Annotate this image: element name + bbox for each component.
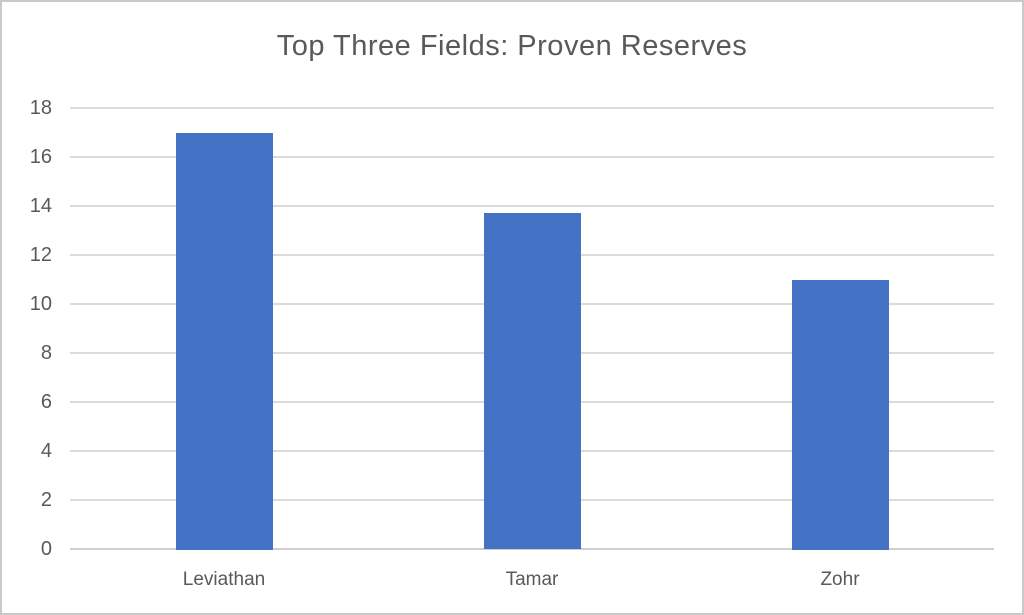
- bar-leviathan: [176, 133, 273, 550]
- y-tick-label: 10: [29, 293, 52, 315]
- y-tick-label: 18: [29, 97, 52, 119]
- y-tick-label: 6: [40, 391, 52, 413]
- gridline: [70, 156, 994, 158]
- gridline: [70, 107, 994, 109]
- x-category-label: Zohr: [820, 569, 860, 590]
- bar-zohr: [792, 280, 889, 550]
- x-axis-line: [70, 548, 994, 550]
- x-category-label: Tamar: [505, 569, 559, 590]
- y-tick-label: 2: [40, 489, 52, 511]
- y-tick-label: 8: [40, 342, 52, 364]
- y-tick-label: 14: [29, 195, 52, 217]
- y-tick-label: 12: [29, 244, 52, 266]
- y-tick-label: 4: [40, 440, 52, 462]
- y-tick-label: 16: [29, 146, 52, 168]
- y-tick-label: 0: [40, 538, 52, 560]
- chart-title: Top Three Fields: Proven Reserves: [276, 30, 748, 62]
- bar-tamar: [484, 213, 581, 549]
- gridline: [70, 205, 994, 207]
- x-category-label: Leviathan: [182, 569, 266, 590]
